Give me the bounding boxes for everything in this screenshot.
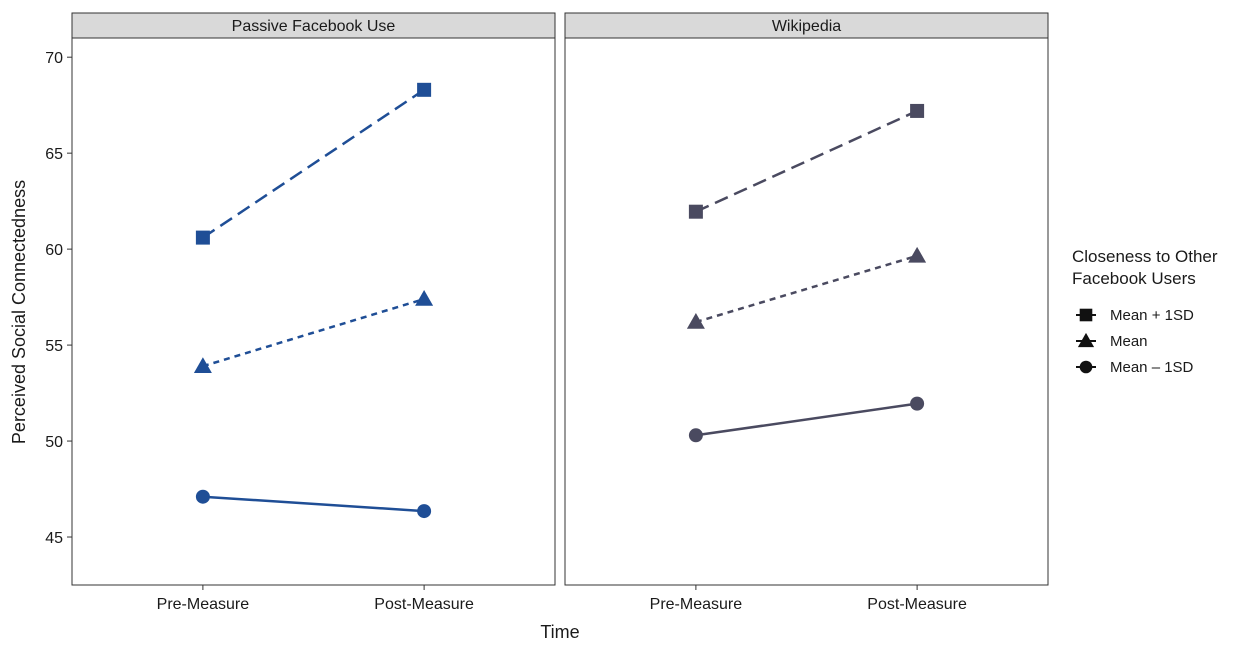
point-wikipedia-mean-0 [686,313,705,329]
point-passive-facebook-use-mean-1sd-1 [417,82,432,97]
y-axis-title: Perceived Social Connectedness [9,180,29,444]
x-tick-label-wikipedia-0: Pre-Measure [650,596,743,613]
legend-key-marker-mean [1077,332,1095,348]
x-tick-label-passive-facebook-use-1: Post-Measure [374,596,474,613]
point-passive-facebook-use-mean-1sd-0 [195,489,210,504]
series-line-passive-facebook-use-mean-1sd [202,495,425,513]
point-passive-facebook-use-mean-0 [193,357,212,373]
legend-title-line-0: Closeness to Other [1072,247,1218,266]
panel-border-passive-facebook-use [71,37,556,586]
point-wikipedia-mean-1sd-1 [910,396,925,411]
facet-label-wikipedia: Wikipedia [772,18,841,35]
series-line-passive-facebook-use-mean [202,297,425,368]
legend-label-mean-1sd: Mean – 1SD [1110,359,1194,376]
facet-label-passive-facebook-use: Passive Facebook Use [232,18,396,35]
legend-key-marker-mean-1sd [1079,360,1093,374]
series-line-wikipedia-mean-1sd [695,109,918,213]
y-tick-label-50: 50 [45,434,63,451]
legend-key-marker-mean-1sd [1079,308,1093,322]
x-tick-label-passive-facebook-use-0: Pre-Measure [157,596,250,613]
point-passive-facebook-use-mean-1sd-0 [195,230,210,245]
x-tick-label-wikipedia-1: Post-Measure [867,596,967,613]
series-line-wikipedia-mean [695,254,918,324]
point-wikipedia-mean-1sd-0 [688,204,703,219]
legend-label-mean: Mean [1110,333,1148,350]
y-tick-label-45: 45 [45,530,63,547]
series-line-passive-facebook-use-mean-1sd [202,88,425,239]
facet-strip-passive-facebook-use [71,12,556,39]
point-wikipedia-mean-1sd-1 [910,103,925,118]
point-wikipedia-mean-1 [908,246,927,263]
point-passive-facebook-use-mean-1 [415,290,434,306]
panel-border-wikipedia [564,37,1049,586]
y-tick-label-65: 65 [45,146,63,163]
y-tick-label-60: 60 [45,242,63,259]
series-line-wikipedia-mean-1sd [695,402,918,437]
x-axis-title: Time [540,622,579,642]
point-passive-facebook-use-mean-1sd-1 [417,504,432,519]
legend-label-mean-1sd: Mean + 1SD [1110,307,1194,324]
y-tick-label-55: 55 [45,338,63,355]
facet-strip-wikipedia [564,12,1049,39]
point-wikipedia-mean-1sd-0 [688,428,703,443]
legend-title-line-1: Facebook Users [1072,269,1196,288]
y-tick-label-70: 70 [45,50,63,67]
